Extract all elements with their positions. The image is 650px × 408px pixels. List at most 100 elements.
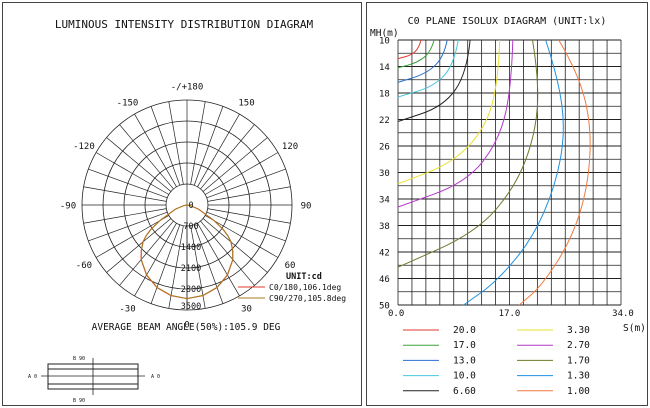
isolux-legend-label: 1.70 <box>567 355 590 366</box>
polar-spoke <box>119 220 174 286</box>
isolux-x-tick: 17.0 <box>499 309 521 319</box>
polar-spoke <box>134 113 177 187</box>
polar-angle-label: 0 <box>184 321 189 331</box>
polar-curves <box>140 204 234 300</box>
polar-spoke <box>207 208 291 224</box>
isolux-y-tick: 46 <box>379 275 390 285</box>
isolux-contour-8 <box>463 39 564 306</box>
isolux-legend-label: 2.70 <box>567 340 590 351</box>
polar-radial-tick: 3500 <box>181 302 201 312</box>
isolux-ticks: 10 14 18 22 26 30 34 38 42 46 500.0 17.0 34.0 <box>379 37 634 320</box>
isolux-legend-label: 20.0 <box>453 325 476 336</box>
isolux-y-tick: 38 <box>379 222 390 232</box>
isolux-title: C0 PLANE ISOLUX DIAGRAM (UNIT:lx) <box>408 16 607 27</box>
polar-angle-label: -30 <box>119 305 135 315</box>
polar-spoke <box>202 137 268 192</box>
polar-spoke <box>150 106 181 186</box>
polar-radial-tick: 0 <box>188 201 193 211</box>
isolux-y-tick: 26 <box>379 143 390 153</box>
polar-angle-label: 60 <box>285 261 296 271</box>
polar-spoke <box>106 218 172 273</box>
polar-legend: C0/180,106.1deg C90/270,105.8deg <box>238 283 346 303</box>
isolux-x-tick: 34.0 <box>612 309 634 319</box>
isolux-panel: C0 PLANE ISOLUX DIAGRAM (UNIT:lx) MH(m) … <box>366 2 648 406</box>
isolux-legend-label: 6.60 <box>453 386 476 397</box>
fixture-b90-top: B 90 <box>73 356 85 362</box>
polar-angle-label: -/+180 <box>171 83 204 93</box>
polar-angle-label: -90 <box>60 202 76 212</box>
isolux-y-tick: 34 <box>379 196 390 206</box>
isolux-contour-1 <box>397 39 435 69</box>
polar-legend-label: C90/270,105.8deg <box>269 294 346 303</box>
polar-radial-tick: 2800 <box>181 285 201 295</box>
polar-angle-label: 90 <box>301 202 312 212</box>
isolux-legend-label: 13.0 <box>453 355 476 366</box>
polar-angle-label: -150 <box>117 98 139 108</box>
isolux-contour-4 <box>397 39 471 122</box>
isolux-y-tick: 42 <box>379 249 390 259</box>
polar-spoke <box>150 224 181 304</box>
x-axis-label: S(m) <box>623 323 646 334</box>
isolux-legend-label: 10.0 <box>453 371 476 382</box>
fixture-a0-left: A 0 <box>28 374 37 380</box>
polar-angle-label: 30 <box>241 305 252 315</box>
polar-angle-label: 150 <box>238 98 254 108</box>
polar-spoke <box>190 225 206 309</box>
polar-spoke <box>206 211 286 242</box>
polar-series-1 <box>140 204 234 300</box>
isolux-legend-label: 1.30 <box>567 371 590 382</box>
polar-spoke <box>205 215 279 258</box>
polar-spoke <box>202 218 268 273</box>
polar-spoke <box>83 208 167 224</box>
polar-chart: LUMINOUS INTENSITY DISTRIBUTION DIAGRAM … <box>28 18 346 404</box>
polar-spoke <box>168 101 184 185</box>
isolux-y-tick: 30 <box>379 169 390 179</box>
isolux-y-tick: 14 <box>379 63 390 73</box>
beam-angle-text: AVERAGE BEAM ANGLE(50%):105.9 DEG <box>92 322 281 333</box>
polar-spoke <box>200 220 255 286</box>
isolux-contour-6 <box>397 39 514 208</box>
polar-spoke <box>193 106 224 186</box>
isolux-y-tick: 18 <box>379 90 390 100</box>
isolux-y-tick: 22 <box>379 116 390 126</box>
isolux-contour-9 <box>518 39 591 306</box>
isolux-legend-label: 3.30 <box>567 325 590 336</box>
isolux-legend: 20.0 17.0 13.0 10.0 6.60 3.30 2.70 1.70 1.30 1.00 <box>403 325 590 397</box>
isolux-contour-7 <box>397 39 539 268</box>
luminous-intensity-panel: LUMINOUS INTENSITY DISTRIBUTION DIAGRAM … <box>2 2 362 406</box>
polar-spoke <box>95 152 169 195</box>
polar-spoke <box>206 168 286 199</box>
isolux-contours <box>397 39 591 306</box>
polar-spoke <box>193 224 224 304</box>
polar-spoke <box>88 168 168 199</box>
polar-angle-label: 120 <box>282 142 298 152</box>
isolux-x-tick: 0.0 <box>388 309 404 319</box>
polar-legend-label: C0/180,106.1deg <box>269 283 341 292</box>
polar-spoke <box>83 186 167 202</box>
polar-angle-label: -60 <box>76 261 92 271</box>
polar-grid <box>81 99 293 311</box>
polar-spoke <box>197 223 240 297</box>
polar-spoke <box>197 113 240 187</box>
fixture-b90-bottom: B 90 <box>73 398 85 404</box>
polar-spoke <box>190 101 206 185</box>
polar-radial-tick: 1400 <box>181 243 201 253</box>
isolux-contour-3 <box>397 39 459 98</box>
polar-spoke <box>88 211 168 242</box>
fixture-a0-right: A 0 <box>151 374 160 380</box>
polar-spoke <box>95 215 169 258</box>
polar-angle-label: -120 <box>73 142 95 152</box>
polar-radial-tick: 700 <box>183 222 198 232</box>
isolux-y-tick: 50 <box>379 302 390 312</box>
isolux-contour-5 <box>397 39 501 185</box>
polar-spoke <box>200 124 255 190</box>
isolux-legend-label: 17.0 <box>453 340 476 351</box>
polar-spoke <box>205 152 279 195</box>
isolux-legend-label: 1.00 <box>567 386 590 397</box>
polar-spoke <box>134 223 177 297</box>
polar-labels: -/+180 150 120 90 60 30 0 -30 -60 -90 -120 -150 0 700… <box>60 83 312 331</box>
isolux-chart: C0 PLANE ISOLUX DIAGRAM (UNIT:lx) MH(m) … <box>370 16 646 397</box>
isolux-contour-0 <box>397 39 422 60</box>
isolux-y-tick: 10 <box>379 37 390 47</box>
fixture-drawing: A 0 A 0 B 90 B 90 <box>28 356 160 404</box>
